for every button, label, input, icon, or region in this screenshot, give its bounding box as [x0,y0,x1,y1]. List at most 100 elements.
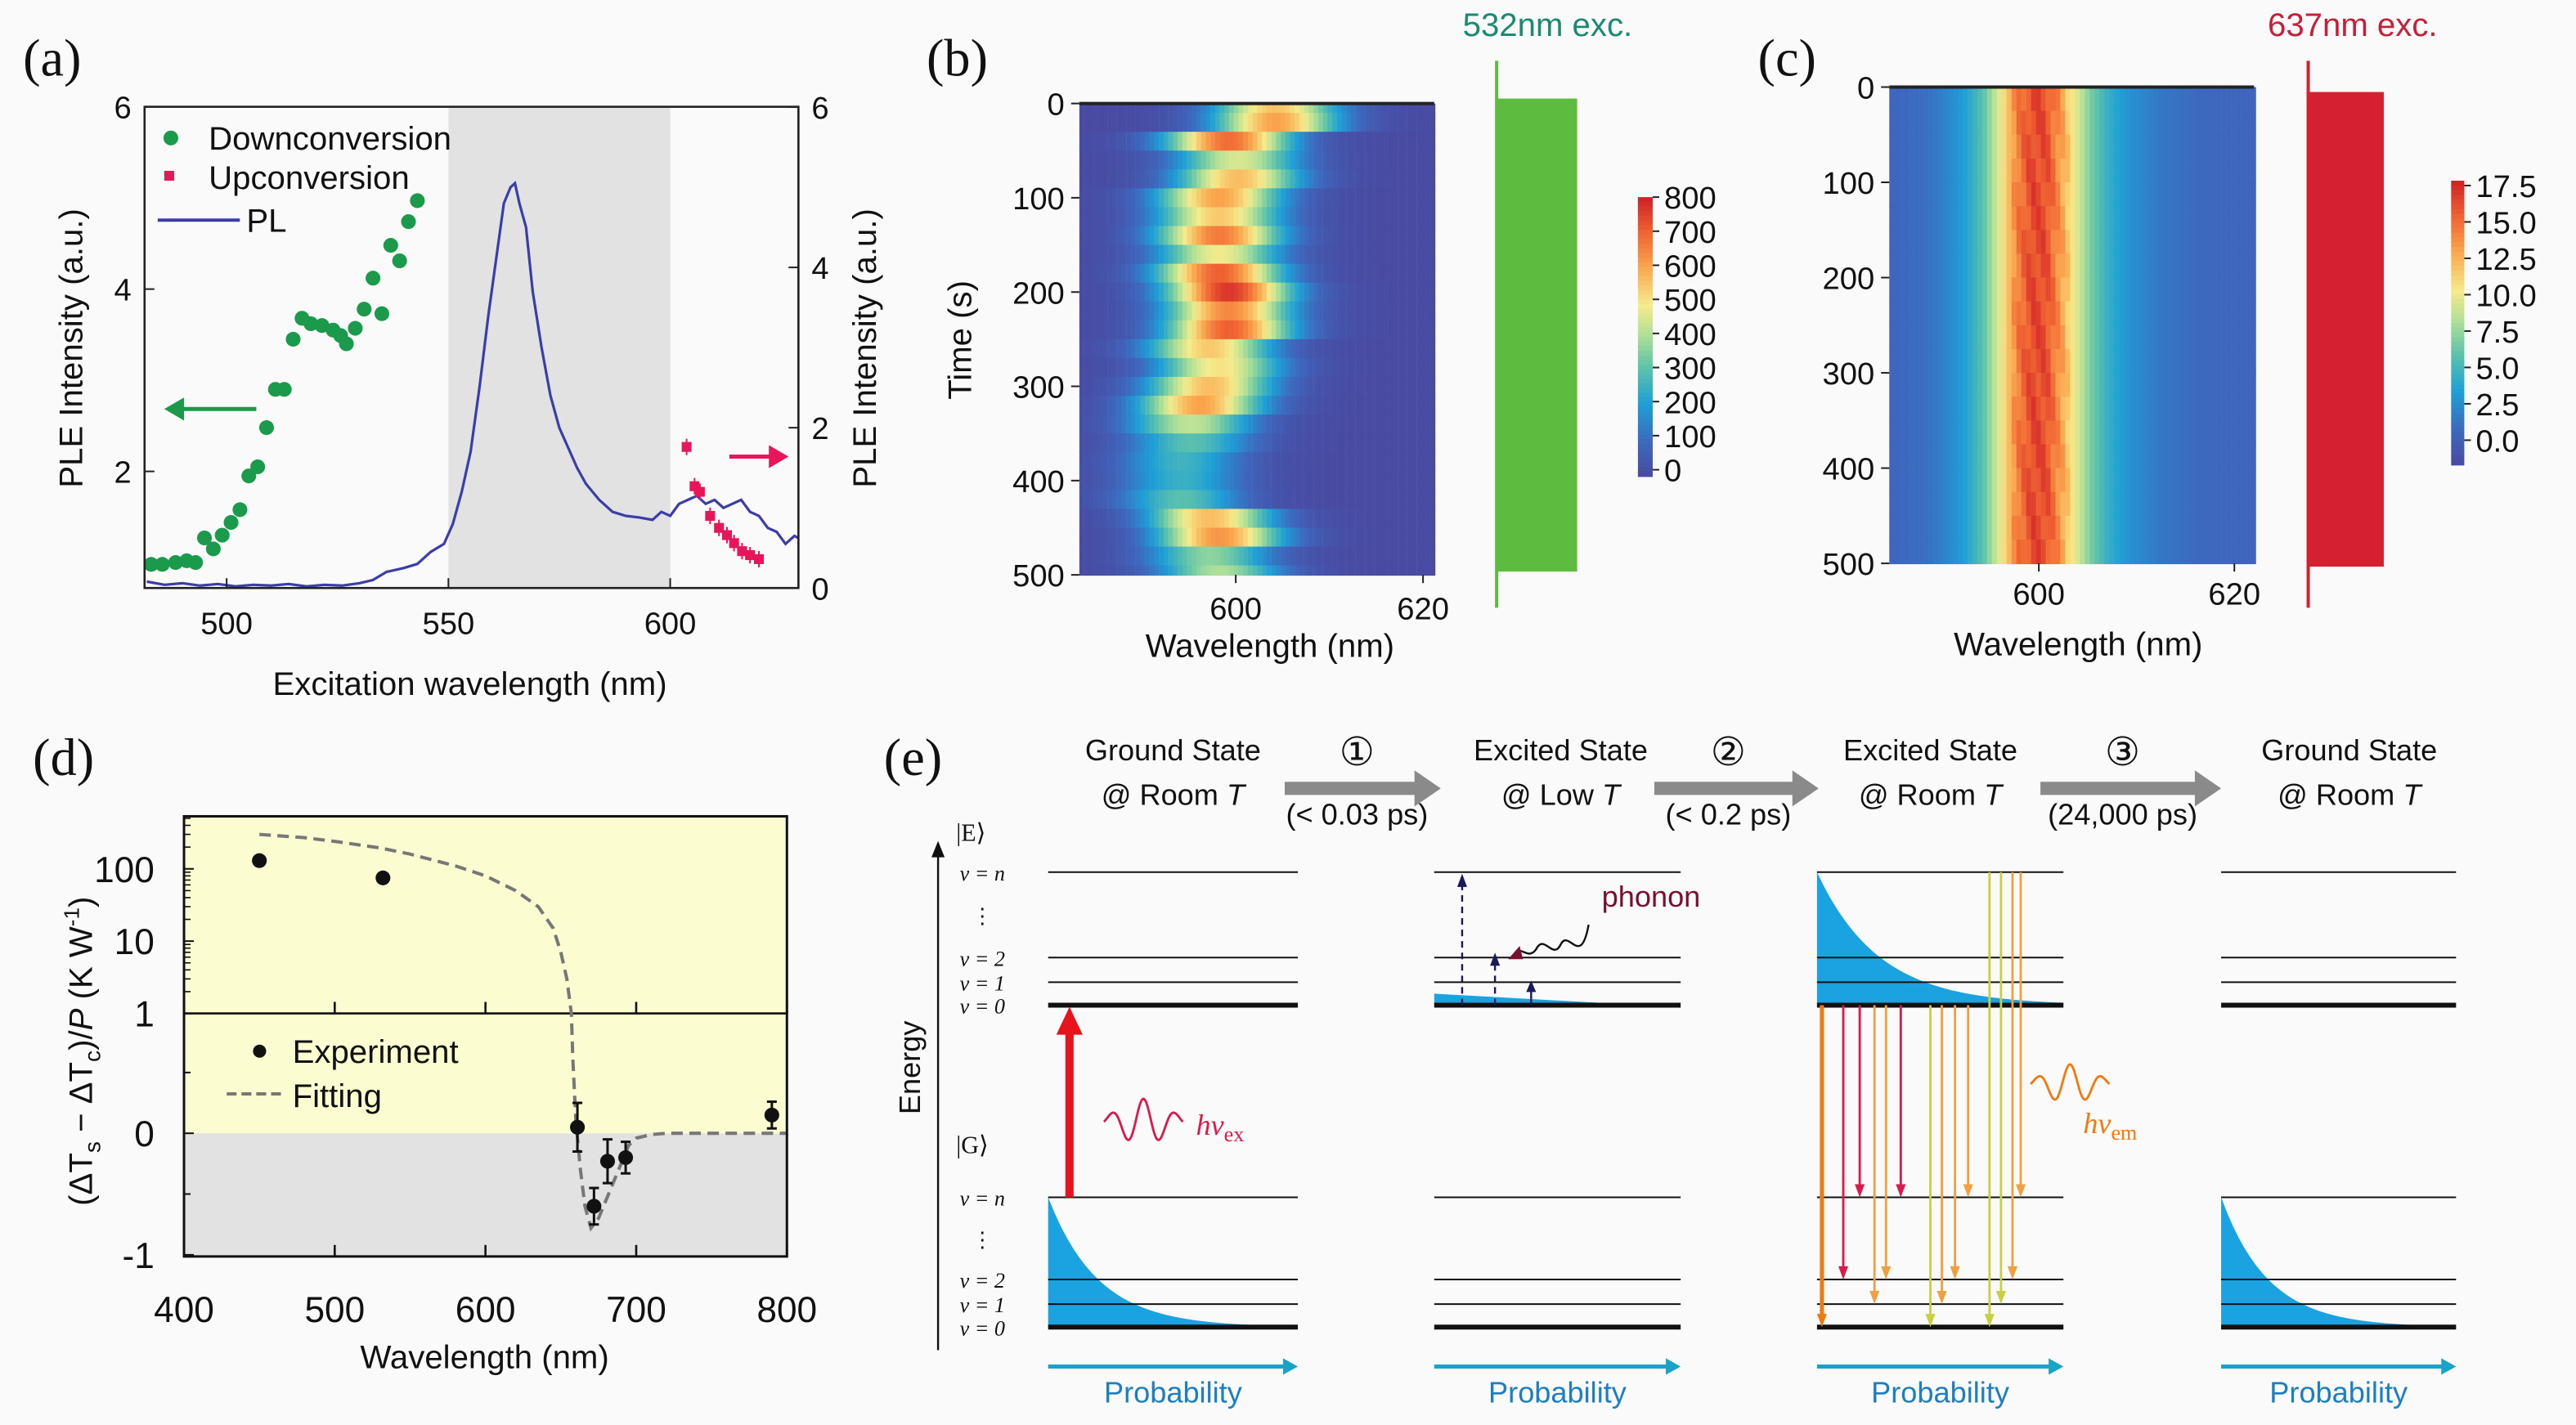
heatmap-cell [1313,396,1319,416]
heatmap-cell [2216,420,2222,446]
heatmap-cell [1928,206,1934,231]
colorbar-segment [1637,365,1653,370]
heatmap-cell [1233,433,1239,454]
heatmap-cell [1192,132,1197,152]
colorbar-segment [1637,220,1653,226]
heatmap-cell [1928,87,1934,112]
heatmap-cell [1369,263,1375,284]
heatmap-cell [2124,515,2129,540]
heatmap-cell [1088,509,1094,529]
heatmap-cell [1243,113,1249,133]
heatmap-cell [1327,452,1333,473]
heatmap-cell [1233,565,1239,576]
heatmap-cell [2050,87,2056,112]
heatmap-cell [1084,396,1089,416]
heatmap-cell [1210,188,1216,208]
heatmap-cell [2201,491,2207,517]
heatmap-cell [1313,226,1319,246]
heatmap-cell [1388,150,1393,171]
heatmap-cell [2089,134,2095,159]
heatmap-cell [1154,433,1160,454]
heatmap-cell [1379,169,1384,190]
heatmap-cell [1093,132,1098,152]
heatmap-cell [1928,539,1934,565]
heatmap-cell [1276,132,1281,152]
heatmap-cell [2075,348,2080,374]
heatmap-cell [2099,110,2105,136]
heatmap-cell [2040,206,2046,231]
heatmap-cell [2085,373,2090,398]
heatmap-cell [2016,301,2022,326]
heatmap-cell [2114,134,2120,159]
heatmap-cell [1402,226,1407,246]
heatmap-cell [1332,169,1337,190]
heatmap-cell [2104,230,2110,255]
heatmap-cell [2182,277,2188,302]
heatmap-cell [1187,132,1192,152]
heatmap-cell [1928,515,1934,540]
heatmap-cell [1991,301,1998,326]
heatmap-cell [2031,253,2036,279]
heatmap-cell [1093,357,1098,378]
heatmap-cell [1369,132,1375,152]
heatmap-cell [1952,87,1959,112]
heatmap-cell [1238,263,1244,284]
heatmap-cell [2187,87,2193,112]
heatmap-cell [2206,301,2212,326]
heatmap-cell [1928,420,1934,446]
heatmap-cell [2221,491,2227,517]
heatmap-cell [1159,527,1165,548]
heatmap-cell [1947,87,1954,112]
heatmap-cell [1336,396,1342,416]
heatmap-cell [1899,325,1905,350]
heatmap-cell [1111,113,1117,133]
heatmap-cell [1262,150,1268,171]
heatmap-cell [1135,282,1141,302]
heatmap-cell [1393,301,1398,321]
colorbar-segment [1637,271,1653,277]
heatmap-cell [1229,452,1235,473]
heatmap-cell [2201,397,2207,422]
heatmap-cell [1295,244,1300,265]
heatmap-cell [2138,182,2144,208]
heatmap-cell [2153,206,2159,231]
heatmap-cell [2094,539,2100,565]
heatmap-cell [1210,509,1216,529]
heatmap-cell [2011,110,2017,136]
heatmap-cell [2226,253,2232,279]
heatmap-cell [1182,471,1187,491]
heatmap-cell [1322,433,1328,454]
heatmap-cell [1219,338,1225,359]
heatmap-cell [1365,169,1371,190]
heatmap-cell [1411,527,1417,548]
heatmap-cell [1219,150,1225,171]
heatmap-cell [1107,132,1113,152]
heatmap-cell [2206,397,2212,422]
heatmap-cell [1943,253,1949,279]
heatmap-cell [2055,182,2061,208]
heatmap-cell [1957,468,1963,493]
colorbar-segment [1637,289,1653,296]
heatmap-cell [1247,338,1253,359]
colorbar-segment [1637,462,1653,468]
heatmap-cell [1097,396,1103,416]
heatmap-cell [1350,103,1356,114]
heatmap-cell [1420,169,1426,190]
heatmap-cell [2080,87,2085,112]
heatmap-cell [2080,373,2085,398]
state-condition: @ Room T [2278,777,2423,811]
heatmap-cell [1909,253,1914,279]
heatmap-cell [1360,244,1366,265]
colorbar-segment [1637,267,1653,272]
heatmap-cell [2094,158,2100,184]
heatmap-cell [2167,515,2174,540]
heatmap-cell [1271,452,1277,473]
heatmap-cell [1084,357,1089,378]
heatmap-cell [1355,132,1361,152]
heatmap-cell [1243,452,1249,473]
heatmap-cell [1313,244,1319,265]
heatmap-cell [2006,348,2012,374]
heatmap-cell [2143,373,2149,398]
heatmap-cell [2055,468,2061,493]
heatmap-cell [2089,301,2095,326]
